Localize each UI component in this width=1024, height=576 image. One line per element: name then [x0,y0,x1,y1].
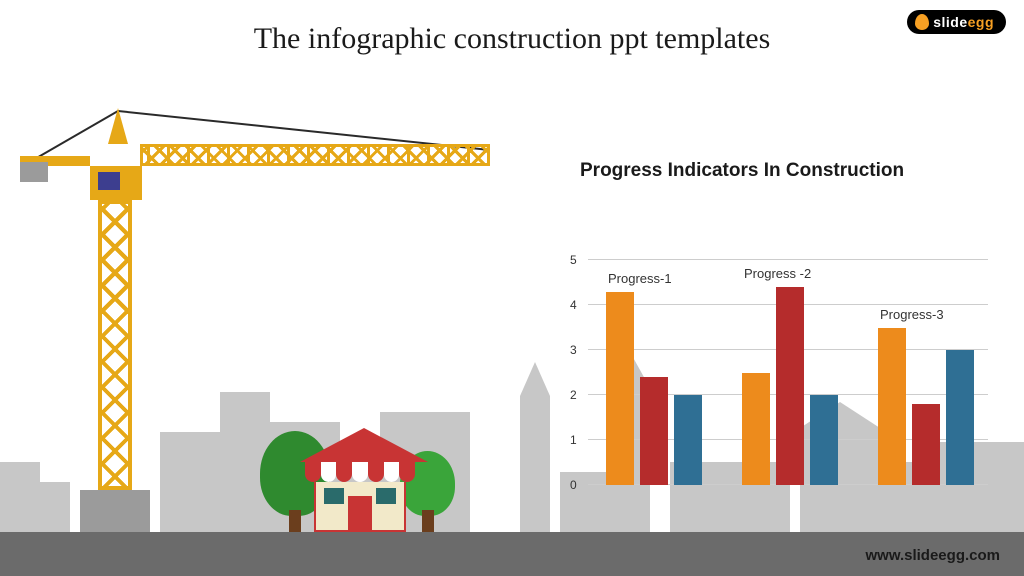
skyline-building [520,362,550,532]
chart-bar-group [606,292,702,486]
chart-bar [878,328,906,486]
chart-bar-group [878,328,974,486]
chart-gridline [588,259,988,260]
chart-bar [606,292,634,486]
shop-window [376,488,396,504]
brand-logo: slideegg [907,10,1006,34]
shop-window [324,488,344,504]
chart-ytick: 0 [570,478,577,492]
progress-chart: 012345Progress-1Progress -2Progress-3 [560,260,990,485]
chart-group-label: Progress-3 [880,307,944,322]
crane-mast [98,200,132,490]
skyline-building [0,462,40,532]
page-title: The infographic construction ppt templat… [0,22,1024,56]
skyline-building [40,482,70,532]
crane-cable [31,110,119,162]
chart-bar [912,404,940,485]
shop-body [314,482,406,532]
chart-bar [946,350,974,485]
chart-ytick: 5 [570,253,577,267]
chart-ytick: 1 [570,433,577,447]
chart-ytick: 4 [570,298,577,312]
shop-door [348,496,372,530]
shop-building [300,428,420,532]
shop-awning [305,462,415,482]
chart-ytick: 3 [570,343,577,357]
chart-title: Progress Indicators In Construction [580,160,904,182]
crane-tower-top [108,108,128,144]
chart-bar [674,395,702,485]
chart-bar [640,377,668,485]
chart-bar-group [742,287,838,485]
shop-roof [300,428,428,462]
crane-jib [140,144,490,166]
chart-bar [776,287,804,485]
brand-text: slideegg [933,14,994,30]
crane-base [80,490,150,532]
egg-icon [915,14,929,30]
crane-counterweight [20,162,48,182]
footer-url: www.slideegg.com [866,547,1000,564]
chart-group-label: Progress -2 [744,266,811,281]
chart-plot-area: 012345Progress-1Progress -2Progress-3 [588,260,988,485]
chart-bar [742,373,770,486]
chart-ytick: 2 [570,388,577,402]
crane-cab-window [98,172,120,190]
crane-cab [90,166,142,200]
chart-bar [810,395,838,485]
chart-group-label: Progress-1 [608,271,672,286]
